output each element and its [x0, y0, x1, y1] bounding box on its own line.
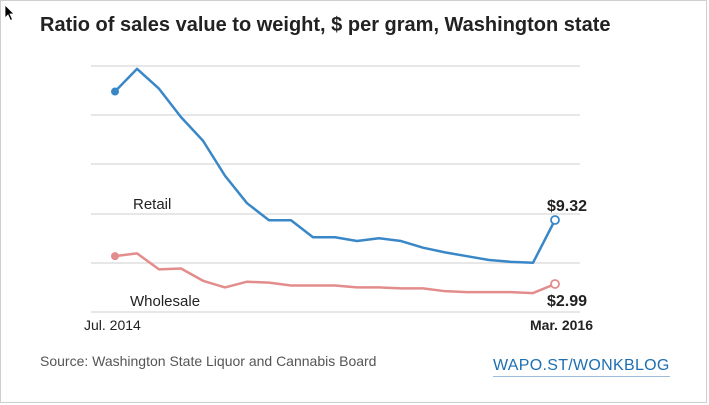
end-label-retail: $9.32	[547, 198, 587, 215]
chart-title: Ratio of sales value to weight, $ per gr…	[40, 14, 611, 36]
wholesale-point-end	[550, 279, 560, 289]
wholesale-point-start	[111, 252, 119, 261]
end-label-wholesale: $2.99	[547, 293, 587, 310]
series-line-wholesale	[114, 252, 556, 295]
retail-point-end	[550, 215, 560, 225]
brand-link[interactable]: WAPO.ST/WONKBLOG	[493, 357, 670, 377]
x-tick-label-start: Jul. 2014	[84, 317, 141, 333]
gridlines	[91, 65, 580, 313]
series-layer	[111, 67, 560, 295]
retail-point-start	[111, 87, 119, 96]
series-label-retail: Retail	[133, 196, 171, 213]
source-note: Source: Washington State Liquor and Cann…	[40, 353, 377, 369]
series-label-wholesale: Wholesale	[130, 293, 200, 310]
mouse-pointer-icon	[4, 4, 15, 22]
x-tick-label-end: Mar. 2016	[530, 317, 593, 333]
series-line-retail	[114, 67, 557, 265]
